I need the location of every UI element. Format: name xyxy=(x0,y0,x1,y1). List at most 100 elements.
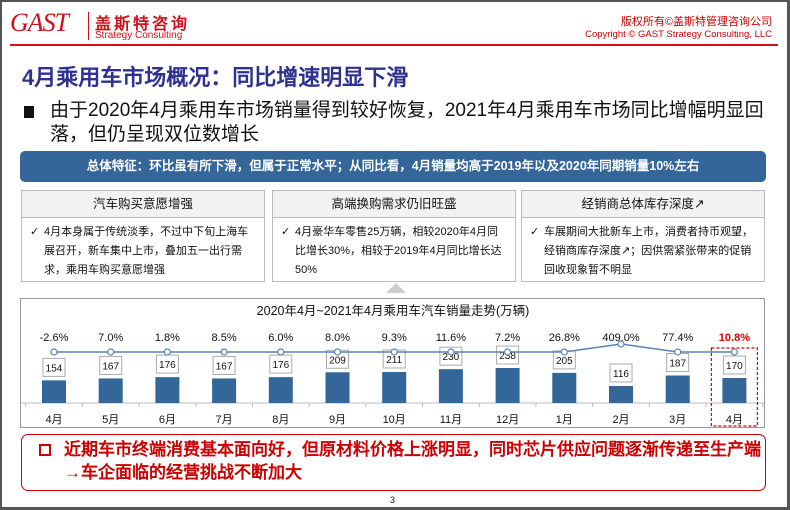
bar xyxy=(98,378,123,403)
copyright-cn: 版权所有©盖斯特管理咨询公司 xyxy=(620,16,772,28)
growth-rate-label: 8.0% xyxy=(325,332,350,344)
month-label: 7月 xyxy=(216,414,233,426)
bar-value-label: 154 xyxy=(46,363,63,374)
card-title: 经销商总体库存深度↗ xyxy=(522,191,764,218)
growth-rate-label: 77.4% xyxy=(662,332,693,344)
month-label: 12月 xyxy=(496,414,519,426)
bar xyxy=(609,385,633,403)
bar-value-label: 209 xyxy=(329,355,346,366)
page-number: 3 xyxy=(390,495,396,505)
main-bullet: 由于2020年4月乘用车市场销量得到较好恢复，2021年4月乘用车市场同比增幅明… xyxy=(24,99,764,147)
card-dealer-inventory: 经销商总体库存深度↗ ✓ 车展期间大批新车上市，消费者持币观望，经销商库存深度↗；… xyxy=(521,190,765,282)
month-label: 10月 xyxy=(383,414,406,426)
bullet-square-icon xyxy=(24,106,34,118)
data-label-box xyxy=(722,355,746,375)
gast-logo: GAST xyxy=(10,8,69,37)
card-title: 高端换购需求仍旧旺盛 xyxy=(273,191,515,218)
bar-value-label: 238 xyxy=(499,351,516,362)
growth-point xyxy=(390,348,398,356)
growth-point xyxy=(617,340,625,348)
bar-value-label: 167 xyxy=(216,361,233,372)
up-arrow-icon xyxy=(386,283,406,293)
data-label-box xyxy=(99,355,123,375)
card-body: 4月豪华车零售25万辆，相较2020年4月同比增长30%，相较于2019年4月同… xyxy=(295,226,502,276)
bar xyxy=(212,378,237,403)
growth-point xyxy=(447,348,455,356)
growth-rate-label: 26.8% xyxy=(549,332,580,344)
bar-value-label: 170 xyxy=(726,361,743,372)
copyright-en: Copyright © GAST Strategy Consulting, LL… xyxy=(585,29,772,40)
data-label-box xyxy=(212,355,236,375)
growth-rate-label: 9.3% xyxy=(382,332,407,344)
card-premium-demand: 高端换购需求仍旧旺盛 ✓ 4月豪华车零售25万辆，相较2020年4月同比增长30%… xyxy=(272,190,516,282)
growth-rate-label: 10.8% xyxy=(719,332,750,344)
growth-rate-label: 7.2% xyxy=(495,332,520,344)
growth-point xyxy=(163,348,171,356)
bar-value-label: 211 xyxy=(386,355,402,366)
data-label-box xyxy=(42,357,66,377)
bar xyxy=(325,372,350,403)
bar-value-label: 176 xyxy=(159,360,176,371)
growth-rate-label: 409.0% xyxy=(602,332,640,344)
growth-point xyxy=(333,348,342,356)
bar xyxy=(722,378,747,403)
growth-rate-label: 6.0% xyxy=(268,332,293,344)
bar-value-label: 167 xyxy=(102,361,119,372)
brand-name-en: Strategy Consulting xyxy=(95,30,183,41)
growth-rate-label: -2.6% xyxy=(40,332,69,344)
main-bullet-text: 由于2020年4月乘用车市场销量得到较好恢复，2021年4月乘用车市场同比增幅明… xyxy=(50,100,764,145)
chart-svg: 2020年4月~2021年4月乘用车汽车销量走势(万辆) 154 4月 -2.6% 1… xyxy=(21,303,766,427)
conclusion-text: 近期车市终端消费基本面向好，但原材料价格上涨明显，同时芯片供应问题逐渐传递至生产… xyxy=(64,440,761,482)
month-label: 4月 xyxy=(726,414,743,426)
growth-point xyxy=(674,348,682,356)
bar xyxy=(665,375,690,403)
bar xyxy=(552,372,577,403)
bar-value-label: 116 xyxy=(613,369,629,380)
growth-point xyxy=(277,348,285,356)
check-icon: ✓ xyxy=(30,226,40,238)
bar-value-label: 176 xyxy=(272,360,289,371)
bar xyxy=(438,369,463,403)
card-purchase-intent: 汽车购买意愿增强 ✓ 4月本身属于传统淡季，不过中下旬上海车展召开，新车集中上市，… xyxy=(21,190,265,282)
growth-point xyxy=(504,348,512,356)
growth-rate-label: 7.0% xyxy=(98,332,123,344)
card-title: 汽车购买意愿增强 xyxy=(22,191,264,218)
card-body: 4月本身属于传统淡季，不过中下旬上海车展召开，新车集中上市，叠加五一出行需求，乘… xyxy=(44,226,249,276)
header-divider xyxy=(10,44,778,46)
check-icon: ✓ xyxy=(281,226,291,238)
data-label-box xyxy=(609,363,633,383)
month-label: 11月 xyxy=(440,414,462,426)
slide-title: 4月乘用车市场概况：同比增速明显下滑 xyxy=(22,65,409,90)
month-label: 2月 xyxy=(612,414,629,426)
hollow-square-icon xyxy=(39,444,51,456)
growth-point xyxy=(220,348,228,356)
bar xyxy=(268,377,293,403)
month-label: 1月 xyxy=(556,414,573,426)
bar xyxy=(382,371,407,403)
month-label: 8月 xyxy=(272,414,289,426)
bar-value-label: 187 xyxy=(669,359,686,370)
card-body: 车展期间大批新车上市，消费者持币观望，经销商库存深度↗；因供需紧张带来的促销回收… xyxy=(544,226,753,276)
month-label: 3月 xyxy=(669,414,686,426)
logo-divider xyxy=(88,12,89,40)
growth-rate-label: 11.6% xyxy=(436,332,467,344)
growth-point xyxy=(50,348,58,356)
highlight-box xyxy=(710,347,759,427)
conclusion-box: 近期车市终端消费基本面向好，但原材料价格上涨明显，同时芯片供应问题逐渐传递至生产… xyxy=(21,434,766,491)
month-label: 6月 xyxy=(159,414,176,426)
growth-point xyxy=(560,348,568,356)
brand-name-cn: 盖斯特咨询 xyxy=(95,16,191,33)
growth-rate-label: 1.8% xyxy=(155,332,180,344)
growth-point xyxy=(730,348,739,356)
bar xyxy=(155,377,180,403)
summary-banner: 总体特征：环比虽有所下滑，但属于正常水平；从同比看，4月销量均高于2019年以及… xyxy=(20,151,766,182)
month-label: 9月 xyxy=(329,414,346,426)
month-label: 5月 xyxy=(102,414,119,426)
check-icon: ✓ xyxy=(530,226,540,238)
growth-point xyxy=(107,348,115,356)
bar xyxy=(42,380,66,403)
growth-rate-label: 8.5% xyxy=(212,332,237,344)
bar xyxy=(495,368,520,403)
bar-value-label: 205 xyxy=(556,356,573,367)
